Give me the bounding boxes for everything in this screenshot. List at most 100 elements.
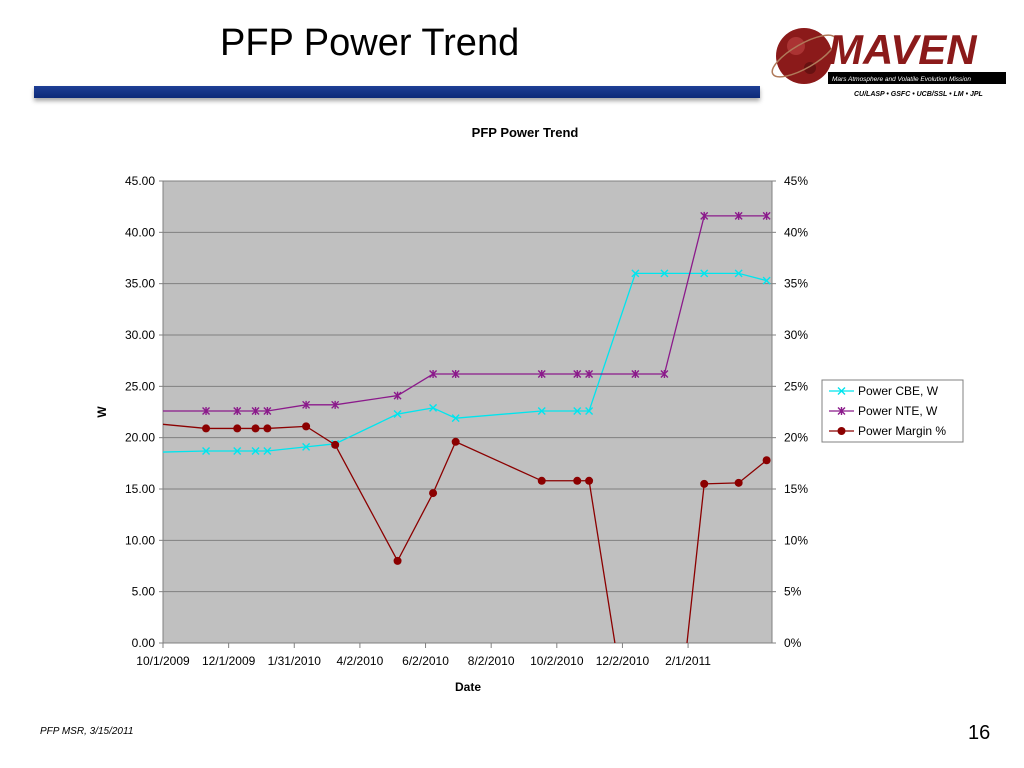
data-point	[202, 447, 211, 456]
data-point	[202, 406, 211, 415]
data-point	[762, 276, 771, 285]
data-point	[202, 424, 211, 433]
y-tick-label: 25.00	[125, 379, 155, 393]
data-point	[251, 424, 260, 433]
y-tick-label: 10.00	[125, 533, 155, 547]
data-point	[573, 406, 582, 415]
data-point	[302, 442, 311, 451]
data-point	[762, 456, 771, 465]
legend-label: Power CBE, W	[858, 384, 939, 398]
data-point	[233, 424, 242, 433]
data-point	[393, 391, 402, 400]
y-axis: 0.00 5.00 10.00 15.00 20.00 25.00 30.00 35.00 40…	[125, 174, 163, 650]
data-point	[331, 400, 340, 409]
data-point	[393, 410, 402, 419]
y2-tick-label: 35%	[784, 277, 808, 291]
data-point	[393, 556, 402, 565]
y-tick-label: 40.00	[125, 225, 155, 239]
data-point	[734, 478, 743, 487]
plot-area	[162, 180, 773, 644]
data-point	[451, 437, 460, 446]
data-point	[660, 269, 669, 278]
data-point	[331, 440, 340, 449]
series-line	[162, 272, 767, 453]
data-point	[837, 387, 846, 395]
series-2	[162, 422, 771, 644]
legend-label: Power Margin %	[858, 424, 946, 438]
data-point	[429, 489, 438, 498]
y2-tick-label: 30%	[784, 328, 808, 342]
data-point	[573, 370, 582, 379]
chart-title: PFP Power Trend	[472, 125, 579, 140]
logo-partners: CU/LASP • GSFC • UCB/SSL • LM • JPL	[854, 91, 983, 98]
data-point	[429, 370, 438, 379]
legend-item: Power NTE, W	[829, 404, 938, 418]
series-group	[162, 211, 771, 644]
title-bar	[34, 86, 760, 98]
data-point	[537, 370, 546, 379]
y-tick-label: 15.00	[125, 482, 155, 496]
data-point	[585, 476, 594, 485]
y2-tick-label: 5%	[784, 585, 802, 599]
x-tick-label: 1/31/2010	[268, 654, 322, 668]
y-tick-label: 45.00	[125, 174, 155, 188]
data-point	[837, 427, 846, 435]
y2-tick-label: 15%	[784, 482, 808, 496]
page-number: 16	[968, 722, 991, 744]
legend-item: Power CBE, W	[829, 384, 939, 398]
data-point	[762, 211, 771, 220]
data-point	[233, 406, 242, 415]
data-point	[837, 407, 846, 415]
y-tick-label: 30.00	[125, 328, 155, 342]
data-point	[585, 406, 594, 415]
data-point	[429, 403, 438, 412]
data-point	[251, 406, 260, 415]
y-tick-label: 20.00	[125, 431, 155, 445]
footer-text: PFP MSR, 3/15/2011	[40, 726, 134, 737]
y2-tick-label: 10%	[784, 533, 808, 547]
x-tick-label: 10/1/2009	[136, 654, 190, 668]
y-tick-label: 5.00	[132, 585, 156, 599]
y2-tick-label: 0%	[784, 636, 802, 650]
x-tick-label: 12/1/2009	[202, 654, 256, 668]
legend-item: Power Margin %	[829, 424, 946, 438]
data-point	[573, 476, 582, 485]
data-point	[451, 370, 460, 379]
data-point	[537, 476, 546, 485]
data-point	[700, 211, 709, 220]
x-tick-label: 4/2/2010	[337, 654, 384, 668]
x-tick-label: 12/2/2010	[596, 654, 650, 668]
y-axis-label: W	[95, 406, 109, 418]
data-point	[631, 370, 640, 379]
logo-name: MAVEN	[828, 26, 978, 73]
data-point	[233, 447, 242, 456]
gridlines	[163, 231, 772, 593]
data-point	[631, 269, 640, 278]
x-tick-label: 6/2/2010	[402, 654, 449, 668]
x-axis: 10/1/2009 12/1/2009 1/31/2010 4/2/2010 6/2/2…	[136, 643, 711, 668]
y2-tick-label: 20%	[784, 431, 808, 445]
data-point	[585, 370, 594, 379]
series-1	[163, 211, 771, 415]
y-tick-label: 0.00	[132, 636, 156, 650]
x-tick-label: 8/2/2010	[468, 654, 515, 668]
x-axis-label: Date	[455, 680, 481, 694]
data-point	[700, 479, 709, 488]
y2-axis: 0% 5% 10% 15% 20% 25% 30% 35% 40% 45%	[772, 174, 808, 650]
x-tick-label: 10/2/2010	[530, 654, 584, 668]
data-point	[263, 447, 272, 456]
y2-tick-label: 45%	[784, 174, 808, 188]
x-tick-label: 2/1/2011	[665, 654, 711, 668]
legend-label: Power NTE, W	[858, 404, 938, 418]
y2-tick-label: 40%	[784, 225, 808, 239]
data-point	[537, 406, 546, 415]
data-point	[302, 400, 311, 409]
data-point	[451, 414, 460, 423]
series-line	[686, 459, 768, 644]
data-point	[700, 269, 709, 278]
y2-tick-label: 25%	[784, 379, 808, 393]
data-point	[263, 406, 272, 415]
data-point	[660, 370, 669, 379]
slide-title: PFP Power Trend	[220, 22, 520, 64]
maven-logo: MAVEN Mars Atmosphere and Volatile Evolu…	[771, 26, 1006, 98]
